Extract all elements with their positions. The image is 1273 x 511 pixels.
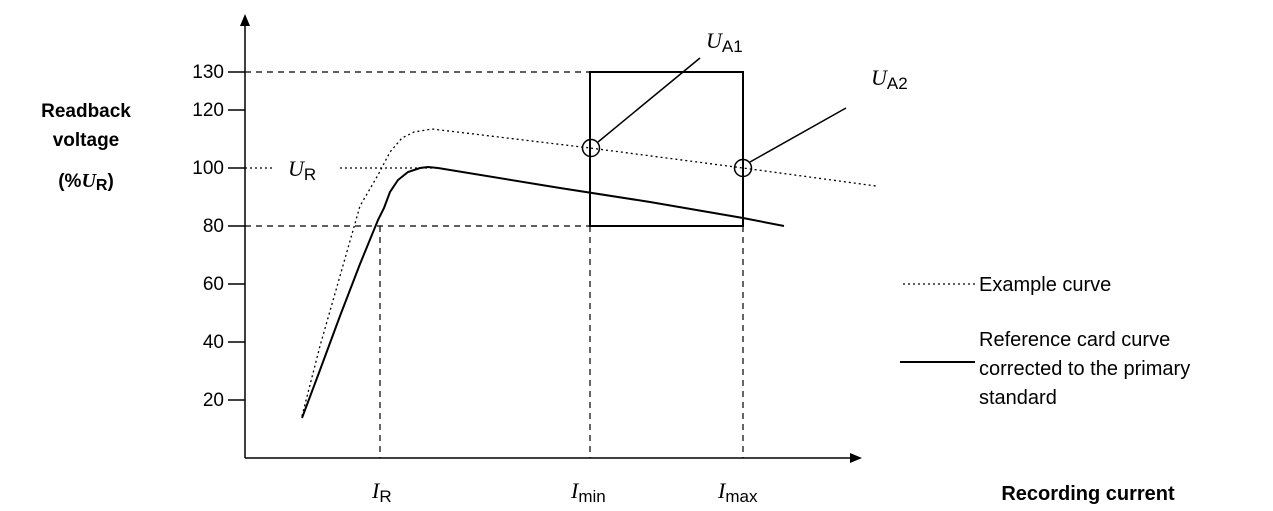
y-tick-label-80: 80 [203, 216, 224, 237]
tolerance-box [589, 71, 744, 227]
y-axis-arrow [240, 14, 250, 26]
legend-reference-label-line1: Reference card curve [979, 329, 1170, 351]
ua1-point-circle [581, 138, 601, 158]
x-mark-imax: Imax [717, 478, 758, 506]
y-ticks [228, 71, 245, 401]
reference-card-curve [301, 165, 785, 419]
ua1-label: UA1 [706, 28, 743, 56]
legend-example-label: Example curve [979, 274, 1111, 296]
x-mark-imin: Imin [570, 478, 606, 506]
x-axis-label: Recording current [1001, 483, 1175, 505]
ur-label: UR [288, 156, 316, 184]
ua2-point-circle [733, 158, 753, 178]
ua2-leader-line [749, 107, 847, 163]
ua2-label: UA2 [871, 65, 908, 93]
y-tick-label-40: 40 [203, 332, 224, 353]
y-axis-label-line1: Readback [41, 101, 131, 122]
y-tick-label-130: 130 [192, 62, 224, 83]
x-axis-arrow [850, 453, 862, 463]
legend-reference-label-line3: standard [979, 387, 1057, 409]
y-tick-label-100: 100 [192, 158, 224, 179]
y-axis-label-line2: voltage [53, 130, 120, 151]
y-axis-label-line3: (%UR) [58, 170, 114, 194]
ua1-leader-line [597, 57, 701, 143]
dashed-guides [245, 71, 744, 458]
legend-reference-label-line2: corrected to the primary [979, 358, 1190, 380]
y-tick-label-120: 120 [192, 100, 224, 121]
x-mark-ir: IR [371, 478, 392, 506]
y-tick-label-20: 20 [203, 390, 224, 411]
y-tick-label-60: 60 [203, 274, 224, 295]
